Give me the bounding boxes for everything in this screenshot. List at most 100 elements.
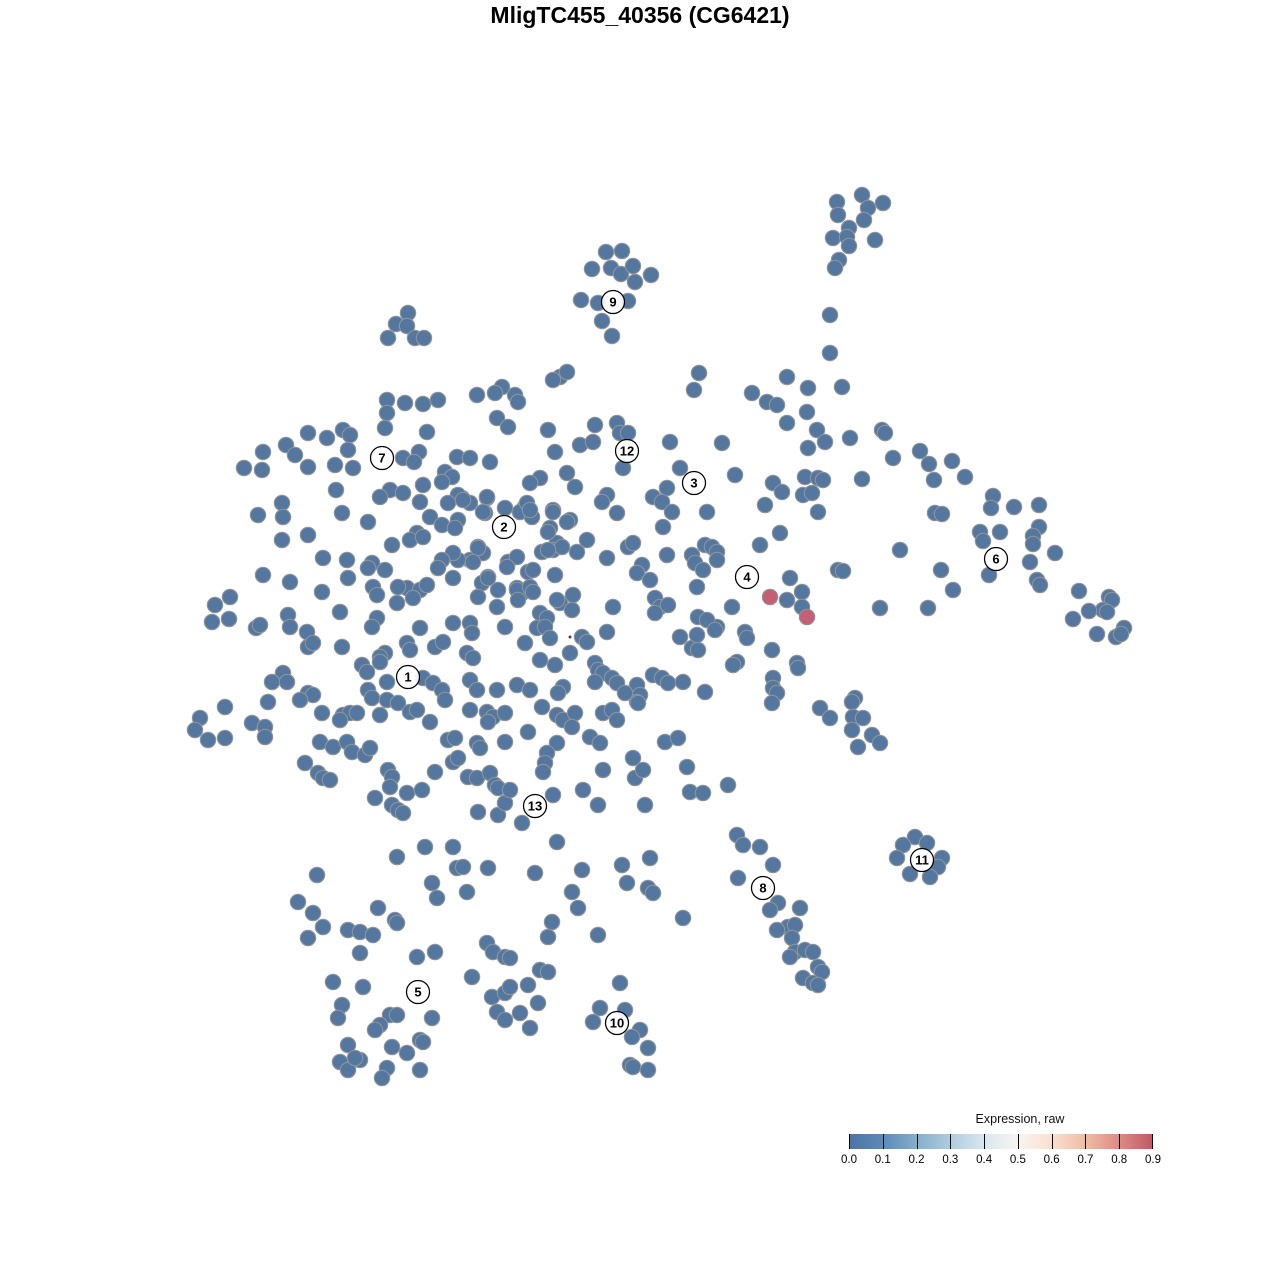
data-point xyxy=(613,242,631,260)
high-expression-point xyxy=(798,608,816,626)
data-point xyxy=(489,581,507,599)
data-point xyxy=(618,874,636,892)
data-point xyxy=(235,459,253,477)
data-point xyxy=(663,503,681,521)
legend-tick-mark xyxy=(916,1134,918,1149)
data-point xyxy=(734,836,752,854)
data-point xyxy=(454,491,472,509)
data-point xyxy=(1046,544,1064,562)
data-point xyxy=(414,476,432,494)
data-point xyxy=(799,379,817,397)
data-point xyxy=(871,734,889,752)
cluster-label-text: 9 xyxy=(609,295,616,310)
data-point xyxy=(299,458,317,476)
data-point xyxy=(569,899,587,917)
data-point xyxy=(593,312,611,330)
data-point xyxy=(611,974,629,992)
data-point xyxy=(463,968,481,986)
data-point xyxy=(488,409,506,427)
data-point xyxy=(558,464,576,482)
data-point xyxy=(388,594,406,612)
data-point xyxy=(623,1028,641,1046)
cluster-label-circle xyxy=(734,564,760,590)
data-point xyxy=(333,504,351,522)
data-point xyxy=(809,976,827,994)
data-point xyxy=(563,718,581,736)
data-point xyxy=(688,626,706,644)
data-point xyxy=(821,306,839,324)
data-point xyxy=(291,691,309,709)
data-point xyxy=(389,578,407,596)
data-point xyxy=(423,874,441,892)
data-point xyxy=(513,814,531,832)
data-point xyxy=(471,739,489,757)
data-point xyxy=(613,856,631,874)
data-point xyxy=(444,838,462,856)
legend-tick-mark xyxy=(984,1134,986,1149)
data-point xyxy=(974,532,992,550)
data-point xyxy=(539,523,557,541)
data-point xyxy=(273,494,291,512)
data-point xyxy=(488,681,506,699)
cluster-label-text: 5 xyxy=(414,985,421,1000)
data-point xyxy=(723,598,741,616)
data-point xyxy=(608,711,626,729)
data-point xyxy=(469,588,487,606)
cluster-label-circle xyxy=(983,546,1009,572)
data-point xyxy=(469,539,487,557)
data-point xyxy=(594,761,612,779)
data-point xyxy=(1080,602,1098,620)
data-point xyxy=(603,327,621,345)
data-point xyxy=(956,468,974,486)
data-point xyxy=(359,559,377,577)
data-point xyxy=(263,673,281,691)
data-point xyxy=(281,618,299,636)
data-point xyxy=(203,613,221,631)
cluster-label-text: 3 xyxy=(690,476,697,491)
data-point xyxy=(220,610,238,628)
data-point xyxy=(943,452,961,470)
data-point xyxy=(314,549,332,567)
data-point xyxy=(413,781,431,799)
data-point xyxy=(572,291,590,309)
data-point xyxy=(479,569,497,587)
data-point xyxy=(408,948,426,966)
data-point xyxy=(324,738,342,756)
data-point xyxy=(982,499,1000,517)
data-point xyxy=(499,418,517,436)
data-point xyxy=(299,526,317,544)
data-point xyxy=(834,562,852,580)
data-point xyxy=(933,505,951,523)
data-point xyxy=(783,929,801,947)
data-point xyxy=(639,1061,657,1079)
legend-tick-label: 0.6 xyxy=(1043,1154,1060,1166)
data-point xyxy=(604,598,622,616)
data-point xyxy=(314,918,332,936)
cluster-label-circle xyxy=(604,1010,630,1036)
data-point xyxy=(416,838,434,856)
data-point xyxy=(434,633,452,651)
page-title: MligTC455_40356 (CG6421) xyxy=(490,2,790,28)
cluster-label-circle xyxy=(681,470,707,496)
data-point xyxy=(363,689,381,707)
data-point xyxy=(539,541,557,559)
data-point xyxy=(496,704,514,722)
data-point xyxy=(763,641,781,659)
legend-tick-mark xyxy=(882,1134,884,1149)
data-point xyxy=(446,519,464,537)
data-point xyxy=(464,553,482,571)
data-point xyxy=(804,943,822,961)
data-point xyxy=(612,265,630,283)
data-point xyxy=(408,701,426,719)
data-point xyxy=(778,414,796,432)
data-point xyxy=(696,683,714,701)
data-point xyxy=(544,371,562,389)
data-point xyxy=(496,1011,514,1029)
high-expression-point xyxy=(761,588,779,606)
data-point xyxy=(501,978,519,996)
legend-tick-label: 0.1 xyxy=(874,1154,891,1166)
data-point xyxy=(479,713,497,731)
data-point xyxy=(501,781,519,799)
data-point xyxy=(659,596,677,614)
data-point xyxy=(351,944,369,962)
